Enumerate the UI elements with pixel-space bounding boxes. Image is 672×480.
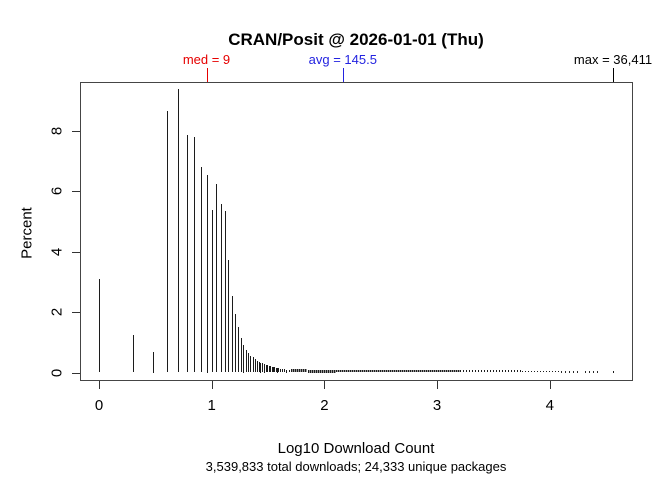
- spike: [194, 136, 196, 373]
- spike: [267, 365, 269, 373]
- spike: [284, 369, 286, 373]
- tail-band: [307, 369, 336, 373]
- tail-band: [584, 371, 601, 373]
- x-axis-tick-label: 0: [94, 397, 104, 414]
- y-axis-tick: [72, 251, 80, 253]
- mean-annotation-label: avg = 145.5: [308, 52, 377, 67]
- caption-totals: 3,539,833 total downloads; 24,333 unique…: [205, 459, 507, 474]
- spike: [270, 366, 272, 373]
- spike: [260, 362, 262, 373]
- spike: [281, 368, 283, 373]
- y-axis-tick-label: 8: [48, 126, 66, 136]
- med-marker-tick: [206, 68, 208, 82]
- y-axis-title: Percent: [18, 207, 36, 259]
- spike: [231, 296, 233, 373]
- chart-title: CRAN/Posit @ 2026-01-01 (Thu): [228, 30, 484, 49]
- spike: [216, 184, 218, 373]
- x-axis-tick: [324, 381, 326, 389]
- spike: [250, 355, 252, 373]
- spike: [166, 111, 168, 373]
- spike: [613, 371, 615, 373]
- y-axis-tick-label: 0: [48, 368, 66, 377]
- y-axis-tick-label: 6: [48, 187, 66, 196]
- spike: [258, 361, 260, 373]
- tail-band: [392, 370, 460, 373]
- tail-band: [459, 370, 522, 373]
- y-axis-tick: [72, 191, 80, 193]
- y-axis-tick-label: 2: [48, 307, 66, 317]
- x-axis-tick-label: 1: [207, 397, 216, 414]
- y-axis-tick-label: 4: [48, 247, 66, 256]
- spike: [277, 368, 278, 373]
- spike: [99, 278, 100, 373]
- spike: [278, 368, 280, 373]
- spike: [152, 352, 154, 373]
- spike: [268, 365, 270, 373]
- x-axis-title: Log10 Download Count: [277, 440, 435, 457]
- spike: [186, 135, 188, 373]
- x-axis-tick-label: 4: [545, 397, 554, 414]
- spike: [256, 360, 258, 373]
- spike: [274, 367, 276, 373]
- spike: [273, 367, 274, 373]
- x-axis-tick-label: 2: [320, 397, 329, 414]
- spike: [200, 166, 202, 373]
- spike: [262, 363, 264, 373]
- spike: [288, 369, 290, 373]
- spike: [177, 89, 179, 373]
- spike: [245, 349, 247, 373]
- spike: [254, 359, 256, 373]
- tail-band: [290, 368, 308, 373]
- spike: [248, 353, 249, 373]
- max-annotation-label: max = 36,411: [573, 52, 653, 67]
- max-marker-tick: [613, 68, 614, 82]
- plot-area: [80, 82, 633, 381]
- spike: [237, 326, 239, 373]
- x-axis-tick-label: 3: [432, 397, 442, 414]
- x-axis-tick: [211, 381, 213, 389]
- x-axis-tick: [99, 381, 100, 389]
- y-axis-tick: [72, 131, 80, 132]
- spike: [263, 364, 265, 373]
- median-annotation-label: med = 9: [182, 52, 231, 67]
- spike: [220, 203, 222, 373]
- spike: [271, 366, 273, 373]
- spike: [286, 369, 288, 373]
- spike: [234, 314, 236, 373]
- spike: [265, 364, 267, 373]
- x-axis-tick: [437, 381, 439, 389]
- avg-marker-tick: [342, 68, 344, 82]
- y-axis-tick: [72, 312, 80, 314]
- spike: [252, 357, 254, 373]
- y-axis-tick: [72, 372, 80, 374]
- x-axis-tick: [549, 381, 551, 389]
- spike: [206, 174, 208, 373]
- spike: [224, 210, 226, 373]
- tail-band: [561, 371, 582, 373]
- tail-band: [335, 370, 393, 373]
- spike: [240, 338, 242, 373]
- spike: [132, 334, 134, 373]
- tail-band: [521, 370, 561, 373]
- spike: [279, 368, 281, 373]
- spike: [275, 367, 277, 373]
- spike: [243, 345, 245, 373]
- spike: [211, 210, 213, 373]
- spike: [228, 259, 230, 373]
